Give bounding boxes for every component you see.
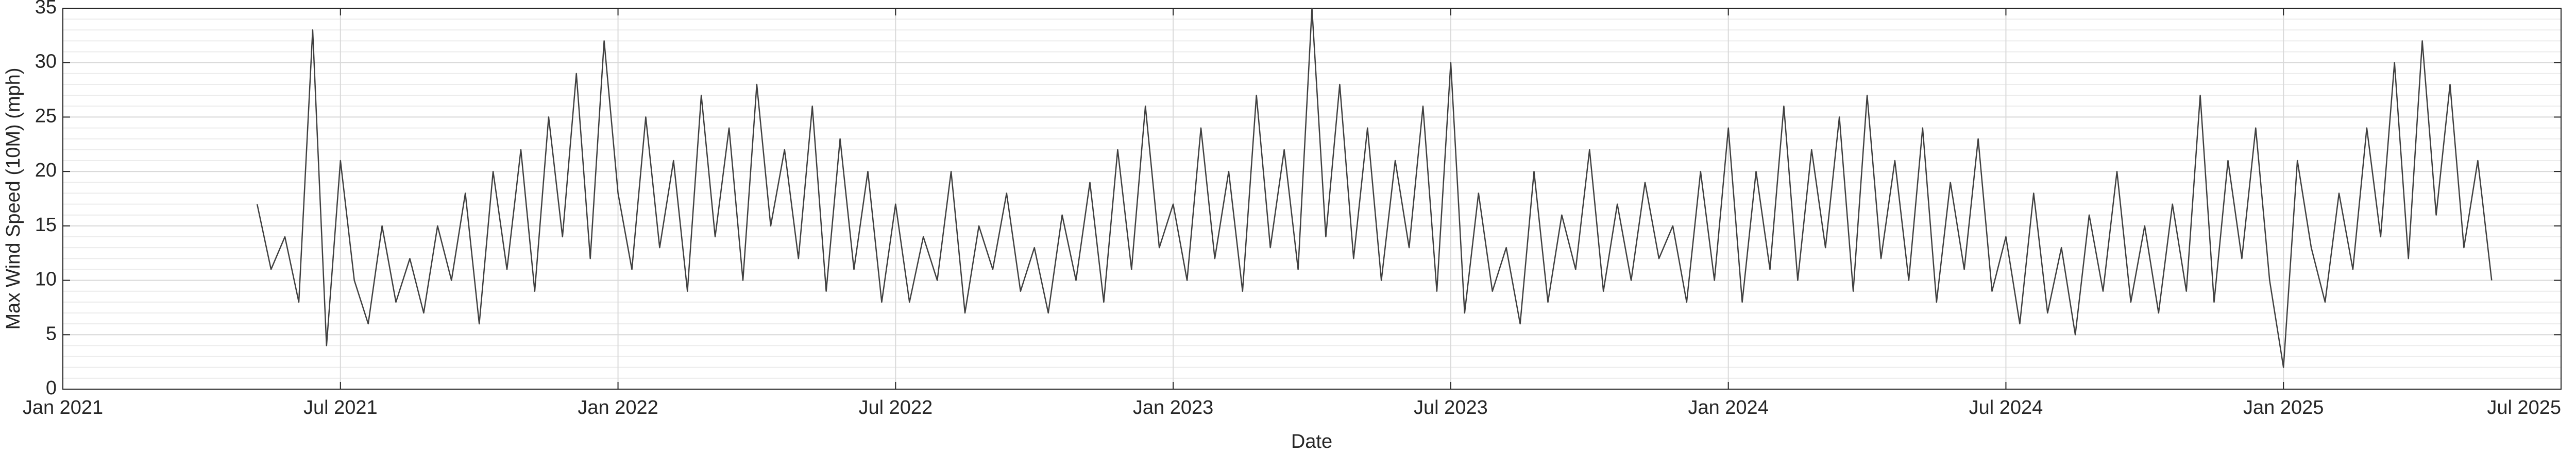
y-tick-label: 15 bbox=[35, 214, 57, 236]
x-tick-label: Jan 2021 bbox=[23, 397, 103, 418]
plot-frame bbox=[62, 8, 2562, 390]
y-tick-label: 30 bbox=[35, 51, 57, 73]
x-tick-label: Jul 2023 bbox=[1414, 397, 1488, 418]
x-tick-label: Jul 2024 bbox=[1969, 397, 2043, 418]
y-tick-label: 20 bbox=[35, 160, 57, 181]
x-tick-label: Jan 2023 bbox=[1133, 397, 1213, 418]
x-tick-label: Jan 2024 bbox=[1688, 397, 1768, 418]
x-tick-label: Jul 2025 bbox=[2487, 397, 2561, 418]
x-tick-label: Jan 2022 bbox=[578, 397, 658, 418]
y-tick-label: 25 bbox=[35, 105, 57, 127]
data-line bbox=[256, 7, 2493, 368]
x-tick-label: Jul 2022 bbox=[858, 397, 933, 418]
x-tick-label: Jul 2021 bbox=[303, 397, 378, 418]
y-tick-label: 5 bbox=[46, 323, 57, 344]
x-tick-label: Jan 2025 bbox=[2243, 397, 2324, 418]
y-axis-label: Max Wind Speed (10M) (mph) bbox=[3, 68, 24, 330]
y-tick-label: 35 bbox=[35, 0, 57, 18]
y-tick-label: 0 bbox=[46, 377, 57, 399]
x-axis-label: Date bbox=[1291, 431, 1332, 451]
y-tick-label: 10 bbox=[35, 269, 57, 290]
